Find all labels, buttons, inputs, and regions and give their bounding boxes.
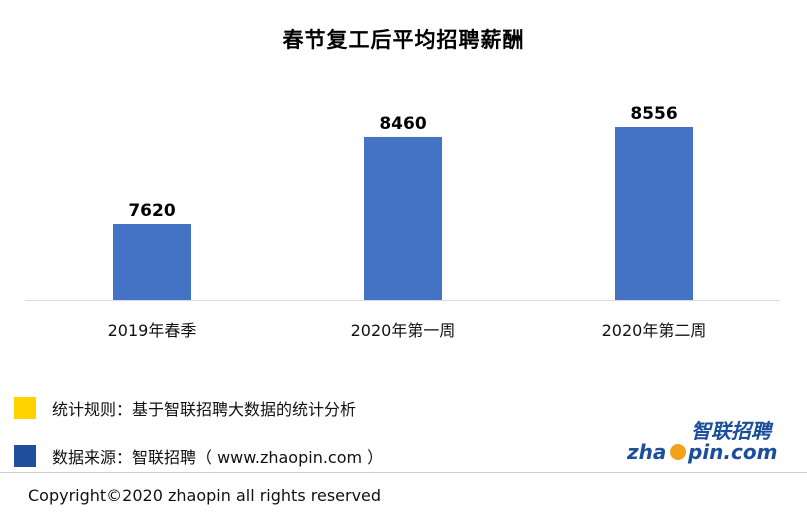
logo-chinese-text: 智联招聘	[691, 419, 774, 443]
category-label-1: 2020年第一周	[351, 321, 456, 340]
data-label-1: 8460	[379, 114, 426, 134]
bar-chart: 7620 2019年春季 8460 2020年第一周 8556 2020年第二周	[25, 104, 780, 340]
legend-item-data-source: 数据来源：智联招聘（ www.zhaopin.com ）	[14, 444, 383, 468]
logo-english-text-left: zha	[626, 440, 666, 464]
bars-layer	[113, 127, 693, 300]
logo-english-text-right: pin.com	[687, 440, 777, 464]
legend-item-statistics-rule: 统计规则：基于智联招聘大数据的统计分析	[14, 396, 356, 420]
legend-swatch-yellow	[14, 397, 36, 419]
logo-orange-circle	[670, 444, 686, 460]
legend-swatch-blue	[14, 445, 36, 467]
labels-layer: 7620 2019年春季 8460 2020年第一周 8556 2020年第二周	[108, 104, 707, 340]
bar-2	[615, 127, 693, 300]
legend-label: 统计规则：基于智联招聘大数据的统计分析	[52, 400, 357, 419]
bar-0	[113, 224, 191, 300]
legend-label: 数据来源：智联招聘（ www.zhaopin.com ）	[52, 448, 384, 467]
category-label-0: 2019年春季	[108, 321, 197, 340]
bar-1	[364, 136, 442, 300]
copyright-text: Copyright©2020 zhaopin all rights reserv…	[28, 486, 382, 505]
zhaopin-logo: 智联招聘 zha pin.com	[626, 419, 777, 464]
chart-title: 春节复工后平均招聘薪酬	[282, 28, 525, 52]
category-label-2: 2020年第二周	[602, 321, 707, 340]
data-label-2: 8556	[630, 104, 677, 124]
data-label-0: 7620	[128, 201, 175, 221]
footer-divider	[0, 472, 807, 473]
